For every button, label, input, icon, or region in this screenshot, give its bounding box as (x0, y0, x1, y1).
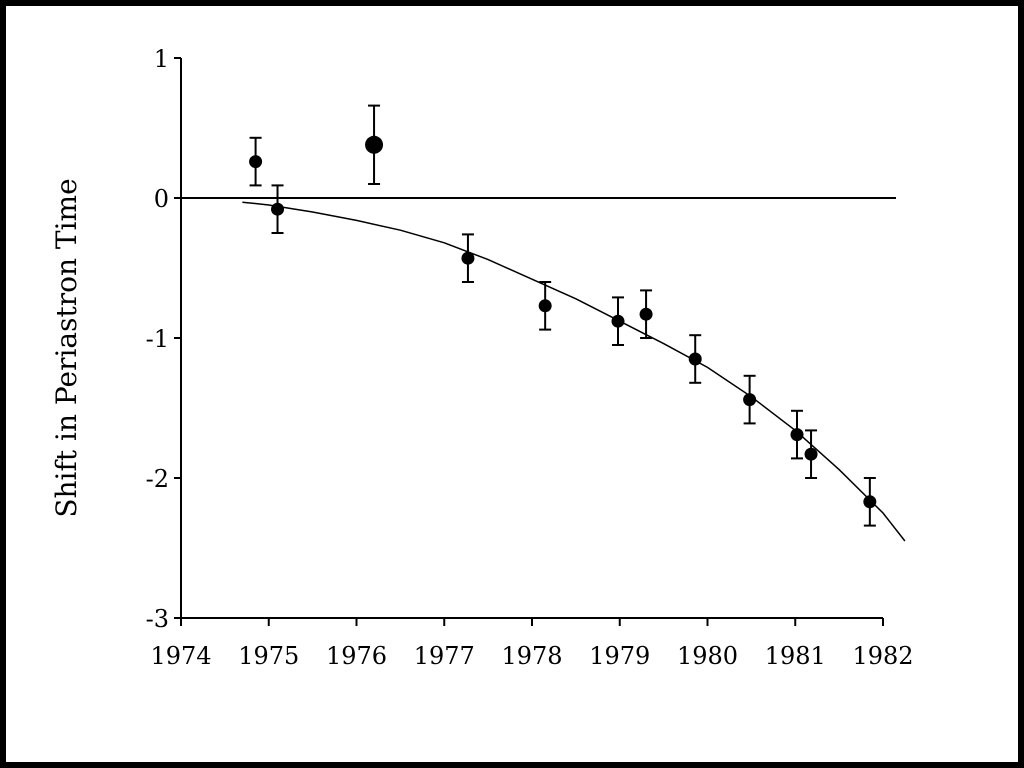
y-axis-ticks: 1 0 -1 -2 -3 (146, 45, 181, 633)
data-point (611, 296, 625, 346)
data-point (365, 104, 384, 185)
axes (180, 58, 883, 619)
x-tick-label: 1981 (765, 642, 826, 670)
data-point (461, 233, 475, 283)
x-tick-label: 1978 (501, 642, 562, 670)
data-marker (639, 307, 653, 321)
y-tick-label: -3 (146, 605, 169, 633)
data-point (790, 409, 804, 460)
data-marker (863, 495, 877, 509)
y-tick-label: -1 (146, 325, 169, 353)
data-marker (365, 135, 384, 154)
fit-curve (242, 201, 906, 542)
y-axis-title: Shift in Periastron Time (50, 178, 83, 517)
data-points (249, 104, 877, 527)
data-marker (461, 251, 475, 265)
data-point (271, 184, 285, 234)
x-tick-label: 1975 (238, 642, 299, 670)
data-point (804, 429, 818, 479)
data-point (863, 477, 877, 527)
x-axis-ticks: 1974 1975 1976 1977 1978 1979 1980 1981 1982 (150, 618, 914, 670)
x-tick-label: 1977 (414, 642, 475, 670)
y-tick-label: 1 (154, 45, 169, 73)
y-tick-label: 0 (154, 185, 169, 213)
data-marker (804, 447, 818, 461)
x-tick-label: 1979 (589, 642, 650, 670)
x-tick-label: 1976 (326, 642, 387, 670)
data-marker (249, 155, 263, 169)
data-marker (790, 428, 804, 442)
data-point (538, 281, 552, 331)
data-point (743, 374, 757, 425)
data-marker (611, 314, 625, 328)
data-point (639, 289, 653, 339)
data-marker (688, 352, 702, 366)
x-tick-label: 1974 (150, 642, 211, 670)
chart-frame: 1 0 -1 -2 -3 1974 1975 1976 1977 1978 1979 1980 198… (6, 6, 1018, 762)
x-tick-label: 1982 (852, 642, 913, 670)
data-marker (743, 393, 757, 407)
periastron-shift-chart: 1 0 -1 -2 -3 1974 1975 1976 1977 1978 1979 1980 198… (50, 45, 914, 670)
y-tick-label: -2 (146, 465, 169, 493)
data-point (249, 136, 263, 187)
data-marker (271, 202, 285, 216)
data-marker (538, 299, 552, 313)
x-tick-label: 1980 (677, 642, 738, 670)
data-point (688, 334, 702, 384)
